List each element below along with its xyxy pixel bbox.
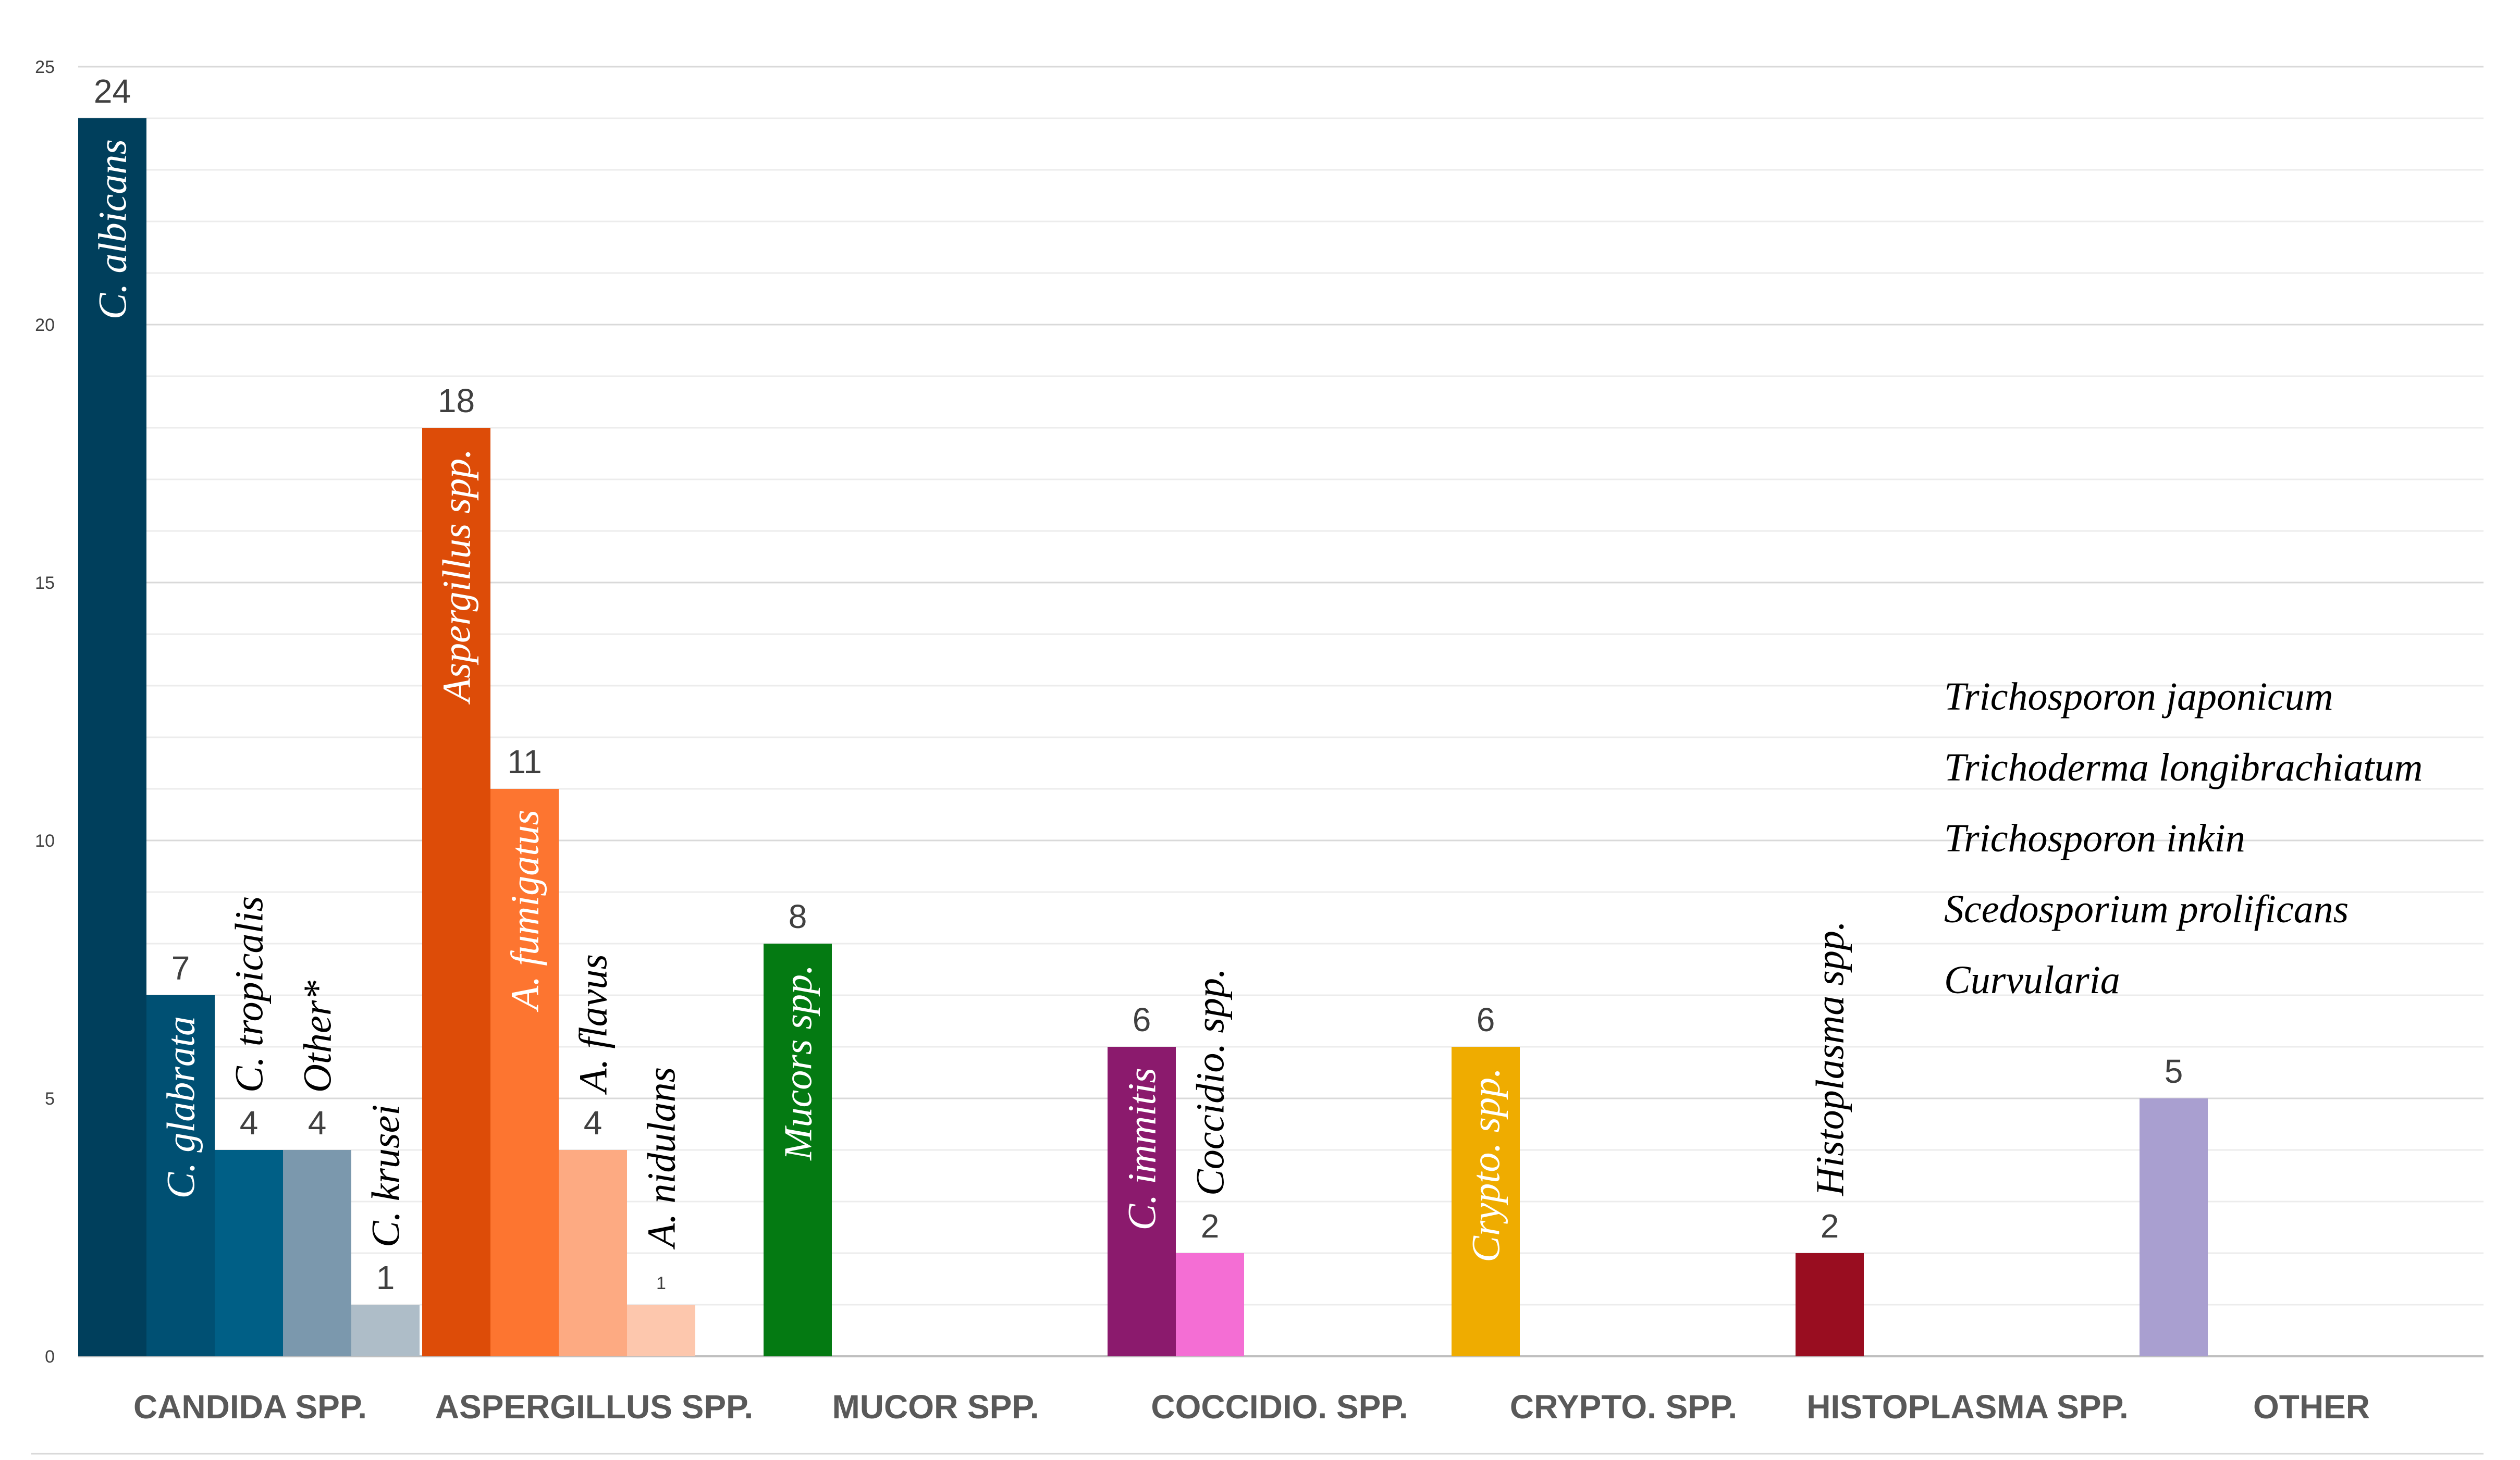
species-label: Mucors spp. <box>777 964 820 1161</box>
bar <box>422 428 490 1356</box>
bar <box>351 1305 420 1356</box>
data-label: 8 <box>789 898 807 935</box>
bar <box>627 1305 695 1356</box>
data-label: 4 <box>308 1104 327 1142</box>
data-label: 7 <box>171 949 190 987</box>
data-label: 2 <box>1201 1207 1220 1245</box>
data-label: 1 <box>376 1259 395 1296</box>
data-label: 1 <box>656 1273 666 1293</box>
x-category-label: OTHER <box>2253 1388 2370 1426</box>
x-category-label: COCCIDIO. SPP. <box>1151 1388 1408 1426</box>
bar <box>283 1150 351 1356</box>
y-tick-label: 0 <box>45 1347 55 1367</box>
species-label: C. tropicalis <box>228 896 272 1093</box>
data-label: 5 <box>2165 1053 2183 1090</box>
bar <box>1452 1047 1520 1356</box>
species-label: A. nidulans <box>640 1067 684 1250</box>
x-category-label: CANDIDA SPP. <box>133 1388 367 1426</box>
data-label: 18 <box>438 382 475 419</box>
bar <box>1796 1253 1864 1356</box>
species-label: C. glabrata <box>159 1016 203 1199</box>
species-label: Aspergillus spp. <box>435 449 479 705</box>
x-category-label: MUCOR SPP. <box>832 1388 1039 1426</box>
bar <box>1108 1047 1176 1356</box>
species-label: Coccidio. spp. <box>1189 968 1233 1196</box>
bar <box>146 995 215 1356</box>
x-axis-categories: CANDIDA SPP. ASPERGILLUS SPP. MUCOR SPP. CO… <box>133 1388 2370 1426</box>
data-label: 6 <box>1477 1001 1495 1038</box>
x-category-label: CRYPTO. SPP. <box>1510 1388 1737 1426</box>
data-label: 6 <box>1133 1001 1151 1038</box>
bar <box>559 1150 627 1356</box>
y-tick-label: 10 <box>35 831 55 851</box>
x-category-label: ASPERGILLUS SPP. <box>435 1388 754 1426</box>
species-label: Crypto. spp. <box>1465 1068 1508 1263</box>
y-tick-label: 15 <box>35 573 55 593</box>
species-label: A. fumigatus <box>503 810 547 1012</box>
species-label: Other* <box>296 981 340 1093</box>
annotation-line: Scedosporium prolificans <box>1944 887 2349 931</box>
data-label: 24 <box>94 72 131 110</box>
bar <box>490 789 559 1356</box>
species-label: C. krusei <box>364 1105 408 1247</box>
bar <box>1176 1253 1244 1356</box>
y-tick-label: 20 <box>35 315 55 335</box>
data-label: 4 <box>584 1104 603 1142</box>
annotation-line: Curvularia <box>1944 958 2120 1002</box>
data-label: 11 <box>507 743 542 781</box>
y-tick-label: 5 <box>45 1089 55 1109</box>
bar <box>215 1150 283 1356</box>
species-label: C. albicans <box>91 139 135 319</box>
species-label: C. immitis <box>1121 1068 1164 1231</box>
annotation-line: Trichosporon japonicum <box>1944 675 2333 719</box>
other-species-annotation: Trichosporon japonicum Trichoderma longib… <box>1944 675 2423 1002</box>
data-label: 2 <box>1821 1207 1839 1245</box>
y-axis: 0 5 10 15 20 25 <box>35 57 55 1367</box>
bar <box>2140 1098 2208 1356</box>
bar <box>764 944 832 1356</box>
species-label: Histoplasma spp. <box>1809 921 1852 1196</box>
y-tick-label: 25 <box>35 57 55 77</box>
annotation-line: Trichoderma longibrachiatum <box>1944 746 2423 789</box>
species-label: A. flavus <box>572 954 616 1095</box>
x-category-label: HISTOPLASMA SPP. <box>1806 1388 2129 1426</box>
bar <box>78 118 146 1356</box>
data-label: 4 <box>240 1104 259 1142</box>
annotation-line: Trichosporon inkin <box>1944 816 2245 860</box>
